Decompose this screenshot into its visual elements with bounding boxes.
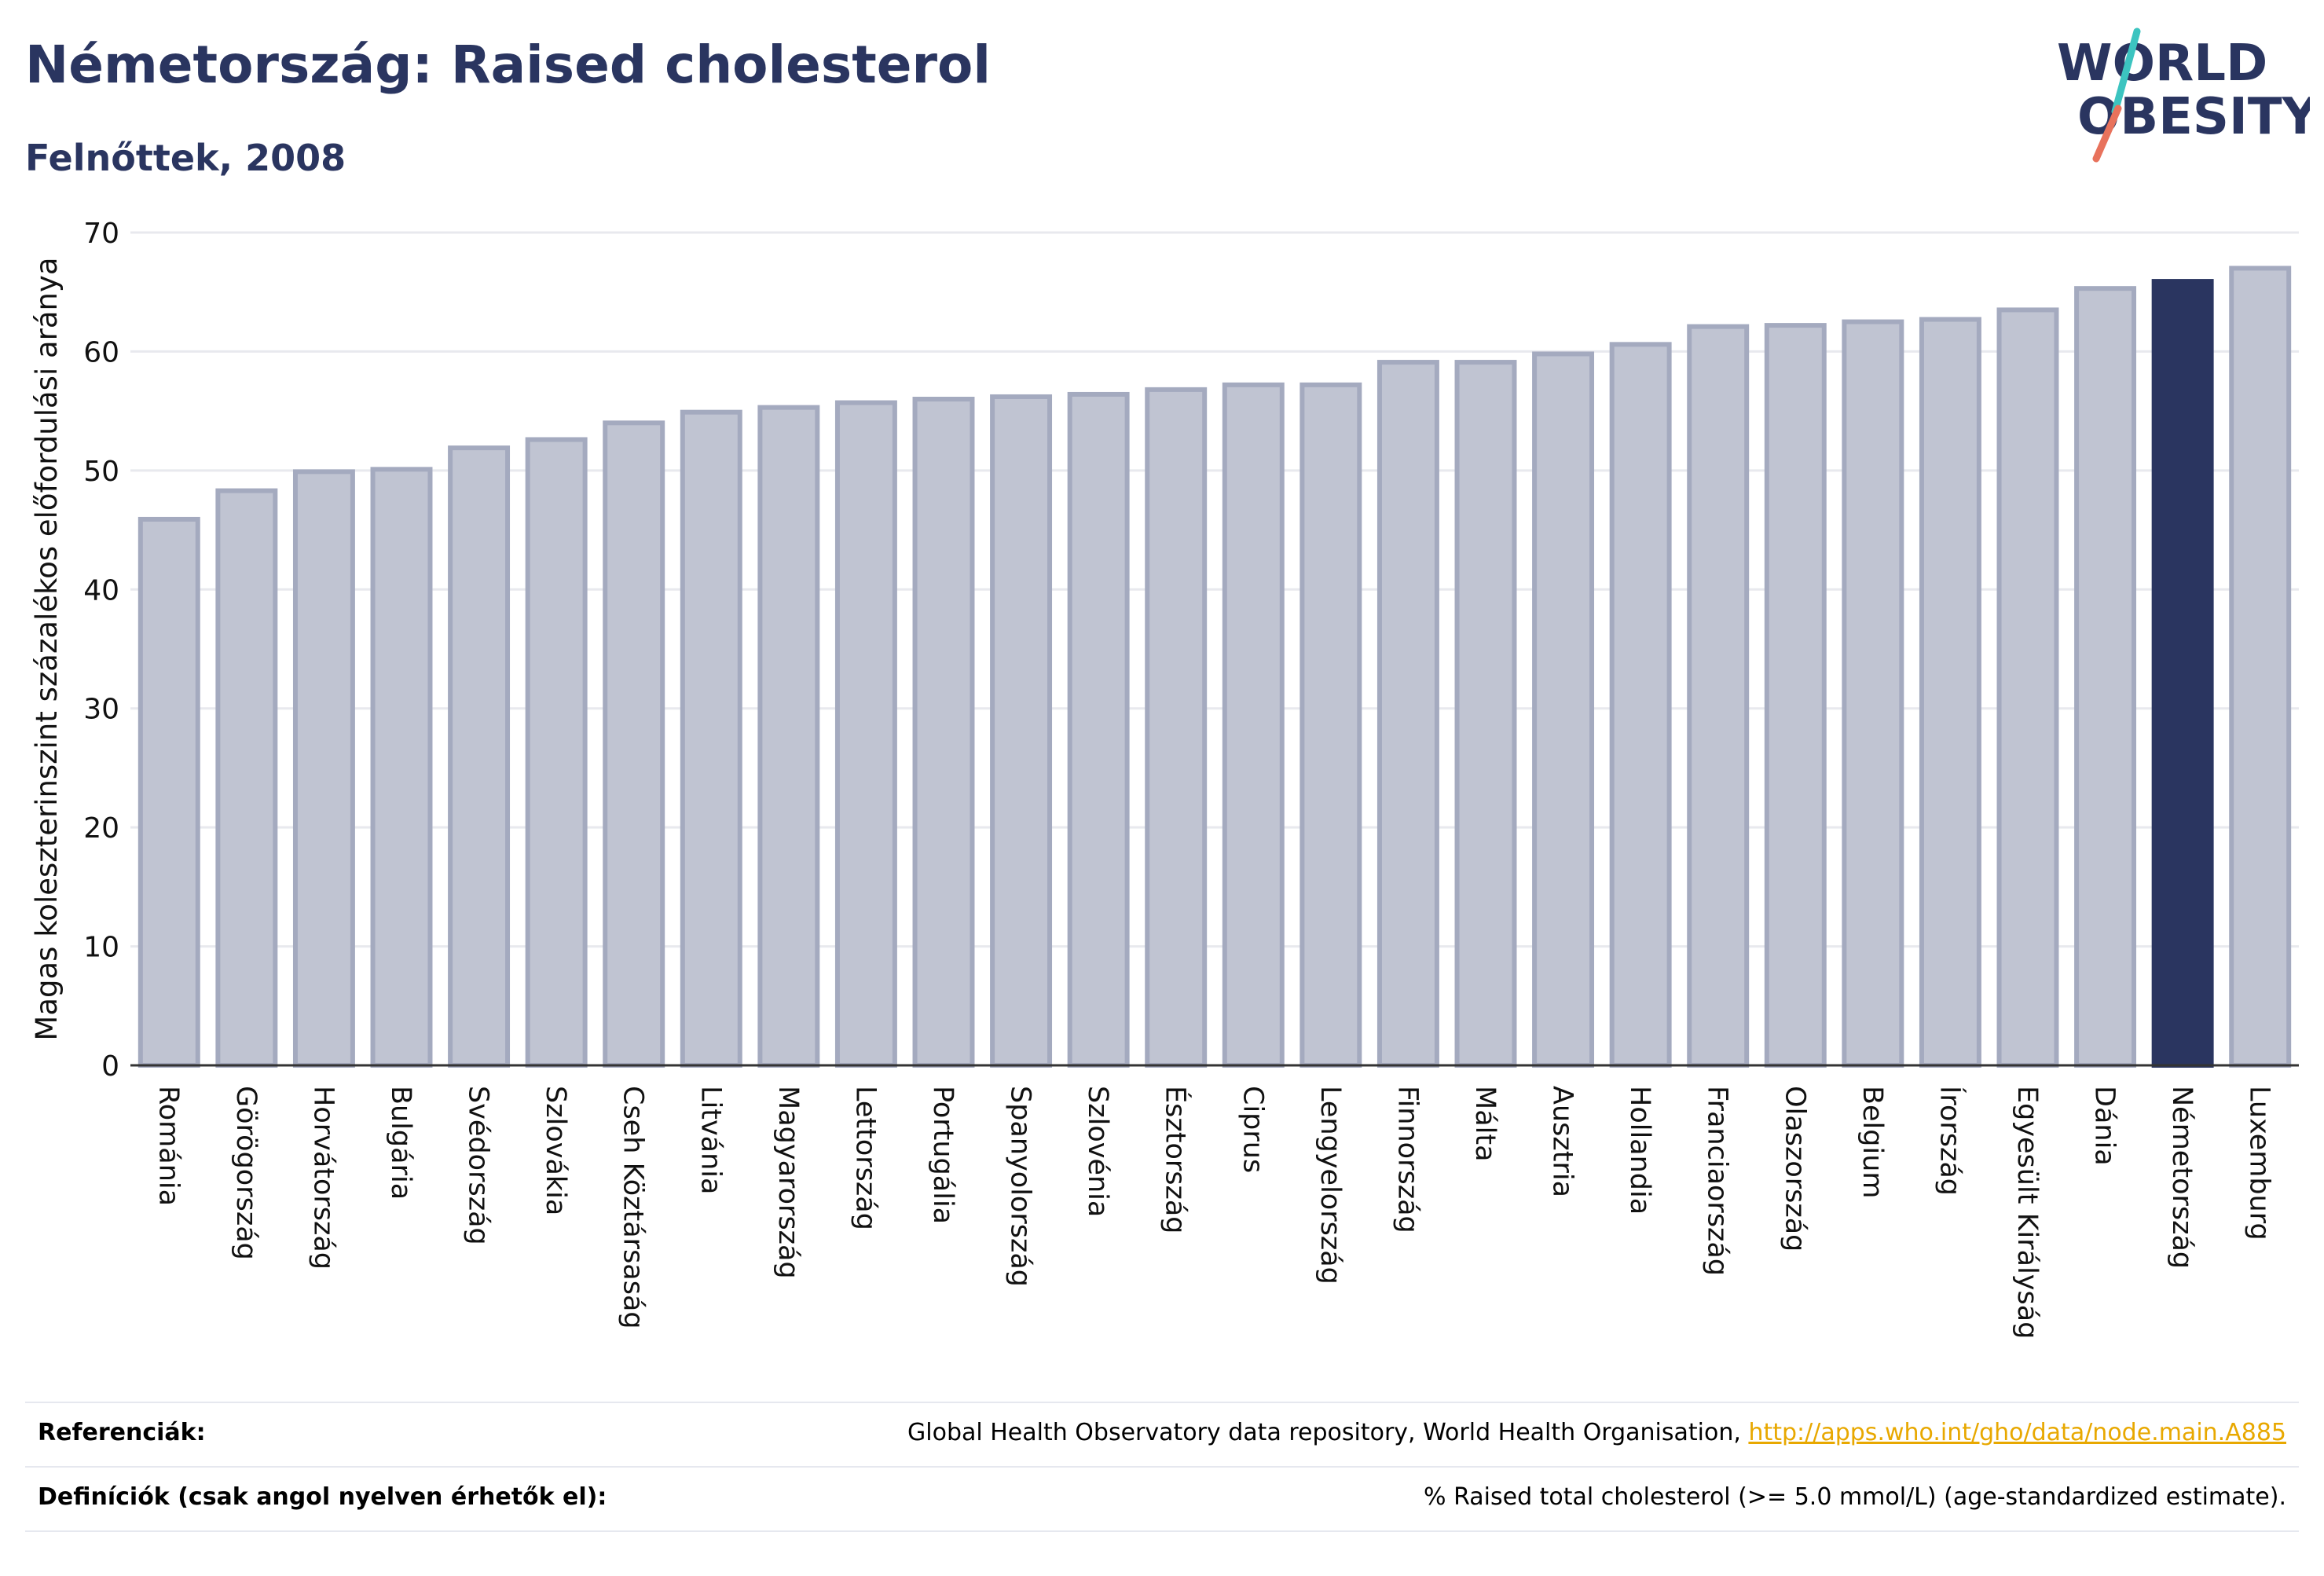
x-tick-label: Egyesült Királyság (2011, 1086, 2043, 1339)
definitions-value: % Raised total cholesterol (>= 5.0 mmol/… (1424, 1483, 2286, 1511)
x-tick-label: Svédország (463, 1086, 494, 1245)
bar (834, 400, 897, 1068)
footer-references: Referenciák: Global Health Observatory d… (25, 1402, 2299, 1543)
bar (292, 469, 355, 1068)
bar (1299, 382, 1362, 1068)
bar (1764, 323, 1827, 1068)
x-tick-label: Málta (1469, 1086, 1501, 1162)
y-tick-label: 0 (101, 1050, 119, 1083)
bar (215, 488, 278, 1068)
logo-wordmark: WORLD OBESITY (2057, 35, 2310, 146)
x-tick-label: Dánia (2089, 1086, 2121, 1166)
y-tick-label: 40 (83, 574, 119, 607)
logo-line1: WORLD (2057, 35, 2267, 93)
bar (525, 437, 588, 1068)
y-axis-ticks: 0 10 20 30 40 50 60 70 (83, 218, 119, 1083)
y-axis-label: Magas koleszterinszint százalékos előfor… (30, 257, 64, 1040)
bar (2229, 266, 2292, 1068)
bar (1919, 317, 1981, 1068)
x-tick-label: Cseh Köztársaság (618, 1086, 649, 1329)
x-tick-label: Olaszország (1779, 1086, 1810, 1252)
x-tick-label: Szlovákia (540, 1086, 571, 1215)
logo-slash-coral (2092, 104, 2122, 163)
bar (757, 405, 820, 1068)
x-tick-label: Spanyolország (1005, 1086, 1036, 1287)
x-tick-label: Belgium (1857, 1086, 1888, 1199)
bar (137, 516, 200, 1068)
definitions-row: Definíciók (csak angol nyelven érhetők e… (25, 1468, 2299, 1529)
y-tick-label: 70 (83, 218, 119, 250)
bar (2074, 286, 2137, 1068)
bar (2151, 279, 2214, 1068)
definitions-label: Definíciók (csak angol nyelven érhetők e… (38, 1483, 607, 1511)
x-tick-label: Lettország (849, 1086, 881, 1230)
bar (448, 445, 511, 1068)
x-tick-label: Írország (1934, 1086, 1967, 1196)
x-tick-label: Litvánia (695, 1086, 726, 1194)
y-tick-label: 20 (83, 812, 119, 845)
y-tick-label: 50 (83, 456, 119, 488)
x-tick-label: Lengyelország (1314, 1086, 1346, 1285)
bar (912, 397, 975, 1068)
x-tick-label: Horvátország (307, 1086, 339, 1270)
bar (1609, 342, 1672, 1068)
y-tick-label: 60 (83, 336, 119, 368)
x-tick-label: Németország (2166, 1086, 2198, 1269)
bar (1842, 319, 1904, 1068)
bar-chart: 0 10 20 30 40 50 60 70 Románia Görögország Horvát… (30, 218, 2299, 1339)
bar (1145, 387, 1208, 1068)
references-text: Global Health Observatory data repositor… (907, 1419, 1749, 1446)
x-tick-label: Bulgária (385, 1086, 416, 1200)
world-obesity-logo: WORLD OBESITY (2057, 27, 2310, 163)
x-tick-label: Románia (152, 1086, 184, 1206)
chart-title: Németország: Raised cholesterol (25, 35, 992, 95)
x-tick-label: Finnország (1391, 1086, 1423, 1233)
references-link[interactable]: http://apps.who.int/gho/data/node.main.A… (1748, 1419, 2286, 1446)
bar (1996, 307, 2059, 1068)
y-tick-label: 30 (83, 694, 119, 726)
bar (370, 467, 433, 1068)
x-tick-label: Görögország (230, 1086, 262, 1260)
bar (1454, 360, 1517, 1068)
footer-divider (25, 1530, 2299, 1532)
bar (603, 420, 665, 1068)
bar (990, 394, 1053, 1068)
x-tick-label: Luxemburg (2244, 1086, 2275, 1241)
bar (1222, 382, 1285, 1068)
y-tick-label: 10 (83, 932, 119, 964)
x-tick-label: Hollandia (1624, 1086, 1655, 1215)
references-value: Global Health Observatory data repositor… (907, 1419, 2286, 1446)
bar (1067, 391, 1130, 1068)
bar (1532, 351, 1595, 1068)
chart-subtitle: Felnőttek, 2008 (25, 137, 346, 179)
x-tick-label: Magyarország (772, 1086, 804, 1279)
footer-divider (25, 1466, 2299, 1468)
footer-divider (25, 1402, 2299, 1403)
x-tick-label: Portugália (927, 1086, 959, 1224)
logo-slash-teal (2111, 27, 2141, 115)
bar (680, 409, 742, 1068)
bar (1376, 360, 1439, 1068)
x-tick-label: Észtország (1160, 1086, 1193, 1234)
references-row: Referenciák: Global Health Observatory d… (25, 1403, 2299, 1464)
x-tick-label: Franciaország (1702, 1086, 1733, 1276)
x-tick-label: Szlovénia (1082, 1086, 1113, 1217)
x-tick-label: Ciprus (1237, 1086, 1268, 1173)
x-axis-labels: Románia Görögország Horvátország Bulgária Sv… (152, 1086, 2275, 1339)
bar (1687, 324, 1750, 1068)
x-tick-label: Ausztria (1547, 1086, 1578, 1197)
references-label: Referenciák: (38, 1419, 206, 1446)
